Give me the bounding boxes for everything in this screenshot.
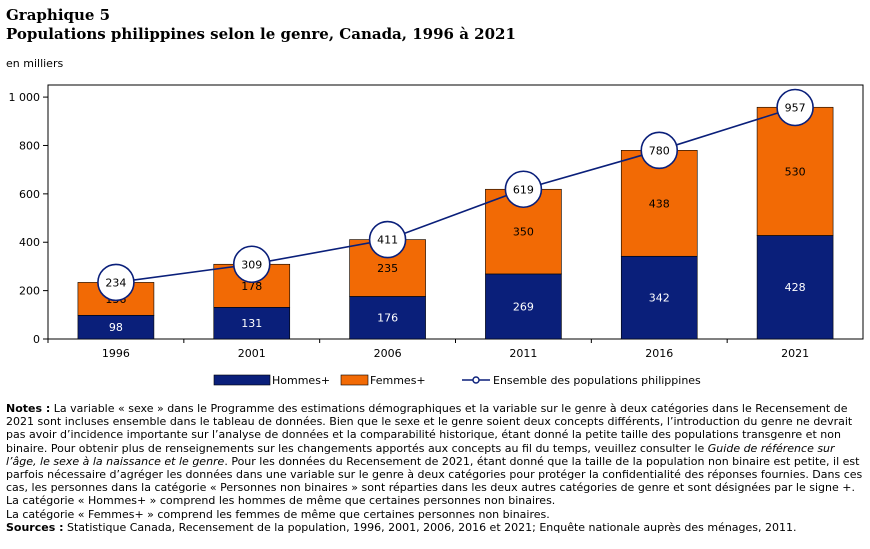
bar-hommes bbox=[213, 307, 291, 340]
x-tick-label: 1996 bbox=[102, 347, 130, 360]
x-tick-label: 2016 bbox=[645, 347, 673, 360]
data-label-ensemble: 780 bbox=[649, 144, 670, 157]
data-label-femmes: 350 bbox=[513, 226, 534, 239]
bar-hommes bbox=[756, 235, 834, 340]
guide-link-title: Guide de référence sur l’âge, le sexe à … bbox=[6, 441, 835, 468]
plot-frame bbox=[47, 84, 864, 340]
notes-block: Notes : La variable « sexe » dans le Pro… bbox=[6, 402, 868, 534]
data-label-ensemble: 619 bbox=[513, 183, 534, 196]
point-ensemble bbox=[640, 131, 679, 170]
data-label-ensemble: 309 bbox=[241, 258, 262, 271]
notes-text: La variable « sexe » dans le Programme d… bbox=[6, 402, 853, 455]
unit-label: en milliers bbox=[6, 57, 64, 70]
y-tick-label: 200 bbox=[19, 285, 40, 298]
data-label-femmes: 178 bbox=[241, 280, 262, 293]
sources-paragraph: Sources : Statistique Canada, Recensemen… bbox=[6, 521, 868, 534]
femmes-note: La catégorie « Femmes+ » comprend les fe… bbox=[6, 507, 550, 521]
x-tick-label: 2011 bbox=[509, 347, 537, 360]
x-tick-label: 2001 bbox=[238, 347, 266, 360]
data-label-hommes: 342 bbox=[649, 292, 670, 305]
chart-title-block: Graphique 5 Populations philippines selo… bbox=[6, 6, 516, 44]
point-ensemble bbox=[97, 263, 135, 302]
point-ensemble bbox=[232, 245, 271, 284]
y-tick-label: 800 bbox=[19, 139, 40, 152]
data-label-femmes: 530 bbox=[785, 165, 806, 178]
legend-swatch-hommes bbox=[213, 374, 271, 386]
y-tick-label: 600 bbox=[19, 188, 40, 201]
legend-label-hommes: Hommes+ bbox=[272, 374, 330, 387]
data-label-hommes: 269 bbox=[513, 300, 534, 313]
data-label-hommes: 176 bbox=[377, 312, 398, 325]
data-label-ensemble: 957 bbox=[785, 101, 806, 114]
bar-hommes bbox=[349, 296, 426, 340]
legend-label-femmes: Femmes+ bbox=[370, 374, 426, 387]
line-ensemble bbox=[115, 106, 796, 284]
point-ensemble bbox=[504, 170, 543, 209]
data-label-hommes: 131 bbox=[241, 317, 262, 330]
notes-paragraph: Notes : La variable « sexe » dans le Pro… bbox=[6, 402, 868, 494]
data-label-femmes: 235 bbox=[377, 262, 398, 275]
notes-label: Notes : bbox=[6, 402, 51, 415]
data-label-femmes: 438 bbox=[649, 197, 670, 210]
data-label-hommes: 98 bbox=[109, 321, 123, 334]
y-tick-label: 400 bbox=[19, 236, 40, 249]
legend-marker-ensemble bbox=[472, 376, 480, 384]
hommes-note: La catégorie « Hommes+ » comprend les ho… bbox=[6, 494, 556, 508]
x-tick-label: 2006 bbox=[374, 347, 402, 360]
sources-text: Statistique Canada, Recensement de la po… bbox=[67, 520, 797, 534]
y-tick-label: 0 bbox=[33, 333, 40, 346]
legend-label-ensemble: Ensemble des populations philippines bbox=[493, 374, 701, 387]
graph-number: Graphique 5 bbox=[6, 6, 111, 24]
bar-hommes bbox=[485, 273, 562, 340]
data-label-ensemble: 411 bbox=[377, 234, 398, 247]
legend-swatch-femmes bbox=[340, 374, 369, 386]
data-label-hommes: 428 bbox=[785, 281, 806, 294]
sources-label: Sources : bbox=[6, 520, 64, 534]
data-label-ensemble: 234 bbox=[105, 276, 126, 289]
x-tick-label: 2021 bbox=[781, 347, 809, 360]
notes-text-2: . Pour les données du Recensement de 202… bbox=[6, 454, 863, 495]
bar-femmes bbox=[756, 106, 834, 236]
point-ensemble bbox=[776, 88, 814, 127]
bar-hommes bbox=[620, 255, 698, 340]
point-ensemble bbox=[368, 220, 407, 259]
chart-title: Populations philippines selon le genre, … bbox=[6, 25, 516, 43]
y-tick-label: 1 000 bbox=[9, 91, 41, 104]
